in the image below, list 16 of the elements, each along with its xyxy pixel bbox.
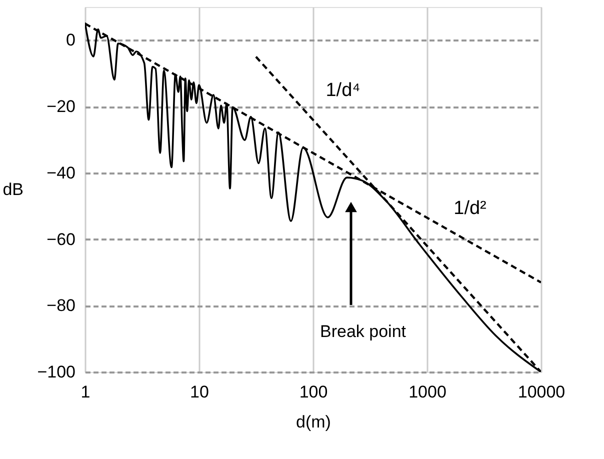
x-tick-label: 100 (299, 382, 328, 402)
x-tick-label: 1000 (408, 382, 446, 402)
y-tick-label: −100 (37, 362, 76, 382)
y-tick-label: 0 (66, 30, 76, 50)
x-tick-label: 10 (190, 382, 209, 402)
y-tick-label: −20 (46, 97, 76, 116)
series-label: 1/d² (454, 198, 486, 219)
y-tick-label: −80 (46, 296, 76, 316)
series-label: 1/d⁴ (326, 80, 360, 101)
y-tick-label: −60 (46, 230, 76, 249)
annotation: Break point (320, 322, 406, 341)
y-axis-title: dB (2, 180, 24, 199)
x-tick-label: 1 (80, 382, 90, 402)
y-tick-label: −40 (46, 163, 76, 182)
x-tick-label: 10000 (518, 382, 566, 402)
x-axis-title: d(m) (296, 412, 331, 432)
